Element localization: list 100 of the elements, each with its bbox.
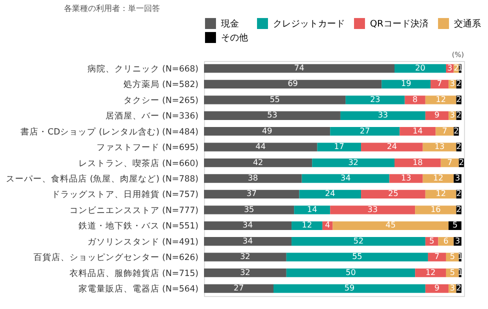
bar [330, 127, 400, 136]
y-tick-label: 鉄道・地下鉄・バス (N=551) [78, 220, 198, 232]
data-label: 14 [412, 126, 423, 136]
data-label: 20 [415, 63, 426, 72]
legend-label: その他 [221, 32, 248, 44]
y-tick-label: スーパー、食料品店 (魚屋、肉屋など) (N=788) [6, 174, 198, 184]
bar [204, 252, 286, 262]
data-label: 14 [307, 204, 318, 214]
data-label: 12 [433, 174, 444, 182]
data-label: 34 [340, 174, 351, 182]
legend-label: 交通系 [454, 18, 481, 30]
data-label: 5 [452, 220, 458, 230]
data-label: 8 [412, 94, 418, 104]
data-label: 25 [388, 189, 398, 198]
bar [394, 64, 446, 73]
data-label: 19 [400, 79, 412, 88]
data-label: 2 [456, 110, 462, 120]
data-label: 24 [386, 142, 398, 152]
data-label: 34 [242, 236, 253, 246]
bar [204, 96, 346, 104]
bar [389, 174, 423, 183]
data-label: 3 [455, 174, 460, 182]
data-label: 32 [240, 252, 250, 262]
data-label: 2 [456, 142, 462, 152]
data-label: 13 [400, 174, 412, 182]
data-label: 17 [334, 142, 344, 152]
data-label: 13 [434, 142, 445, 152]
bar [430, 80, 449, 89]
y-tick-label: 居酒屋、バー (N=336) [105, 110, 198, 122]
legend-label: クレジットカード [273, 20, 345, 30]
y-tick-label: 書店・CDショップ (レンタル含む) (N=484) [20, 126, 198, 138]
bar [204, 206, 294, 214]
bar [204, 284, 274, 293]
bar [292, 237, 426, 246]
data-label: 69 [288, 79, 298, 88]
bar [312, 158, 394, 168]
data-label: 49 [262, 126, 272, 136]
bar [422, 142, 456, 152]
data-label: 5 [450, 268, 455, 277]
data-label: 5 [450, 252, 455, 262]
data-label: 74 [294, 63, 304, 72]
bar [332, 221, 449, 230]
data-label: 7 [434, 252, 440, 262]
data-label: 27 [360, 126, 370, 136]
data-label: 2 [456, 284, 462, 293]
data-label: 45 [386, 220, 396, 230]
data-label: 55 [352, 252, 362, 262]
data-label: 2 [458, 158, 464, 167]
data-label: 53 [267, 110, 278, 120]
data-label: 12 [425, 268, 436, 277]
bar [204, 174, 302, 183]
data-label: 3 [447, 63, 452, 72]
bar [204, 190, 300, 199]
bar [204, 237, 292, 246]
data-label: 2 [456, 204, 462, 214]
bar [382, 80, 431, 89]
bar [204, 221, 292, 230]
data-label: 35 [244, 204, 254, 214]
bar [394, 158, 441, 168]
bar [428, 252, 446, 262]
data-label: 4 [325, 220, 330, 230]
data-label: 55 [270, 94, 280, 104]
bar [361, 190, 426, 199]
data-label: 12 [436, 189, 446, 198]
bar [302, 174, 390, 183]
bar [422, 174, 454, 183]
bar [299, 190, 362, 199]
bar [204, 268, 286, 278]
data-label: 12 [302, 220, 312, 230]
y-tick-label: 処方薬局 (N=582) [123, 79, 198, 90]
data-label: 23 [370, 94, 380, 104]
data-label: 32 [348, 158, 358, 167]
data-label: 3 [450, 79, 455, 88]
y-tick-label: レストラン、喫茶店 (N=660) [78, 158, 198, 169]
bar [400, 127, 436, 136]
bar [436, 127, 454, 136]
bar [286, 268, 416, 278]
data-label: 6 [443, 236, 449, 246]
legend-label: 現金 [221, 18, 239, 30]
bar [415, 206, 456, 214]
data-label: 32 [240, 268, 250, 277]
bar [346, 96, 405, 104]
bar [204, 158, 312, 168]
data-label: 42 [252, 158, 264, 167]
data-label: 18 [412, 158, 423, 167]
data-label: 3 [455, 236, 460, 246]
y-tick-label: 病院、クリニック (N=668) [87, 63, 198, 74]
bar [204, 64, 394, 73]
data-label: 3 [450, 110, 455, 120]
data-label: 38 [248, 174, 258, 182]
data-label: 2 [456, 189, 462, 198]
data-label: 37 [246, 189, 257, 198]
bar [361, 142, 423, 152]
data-label: 2 [456, 79, 462, 88]
data-label: 33 [378, 110, 388, 120]
data-label: 33 [368, 204, 378, 214]
data-label: 5 [429, 236, 434, 246]
y-tick-label: ファストフード (N=695) [96, 143, 198, 154]
data-label: 34 [242, 220, 253, 230]
y-tick-label: 家電量販店、電器店 (N=564) [78, 284, 198, 295]
